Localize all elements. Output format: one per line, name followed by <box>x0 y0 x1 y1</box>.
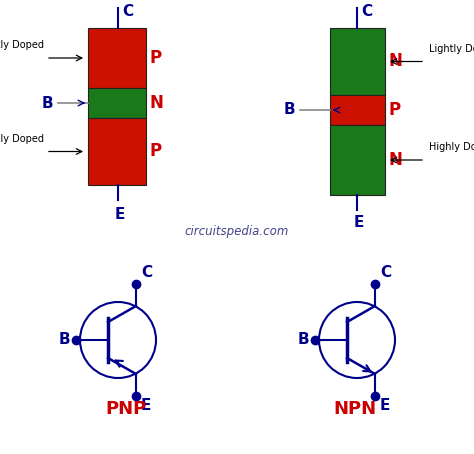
Text: E: E <box>115 207 125 222</box>
Text: Lightly Doped: Lightly Doped <box>429 44 474 54</box>
Bar <box>330 95 385 125</box>
Text: Highly Doped: Highly Doped <box>429 142 474 152</box>
Text: N: N <box>150 94 164 112</box>
Bar <box>88 28 146 88</box>
Text: C: C <box>122 4 133 19</box>
Text: E: E <box>354 215 364 230</box>
Text: E: E <box>380 398 391 413</box>
Text: C: C <box>380 265 391 280</box>
Text: B: B <box>58 332 70 347</box>
Text: Highly Doped: Highly Doped <box>0 133 44 143</box>
Bar <box>330 125 385 195</box>
Text: N: N <box>389 151 403 169</box>
Text: B: B <box>297 332 309 347</box>
Text: NPN: NPN <box>333 400 376 418</box>
Text: P: P <box>150 49 162 67</box>
Text: E: E <box>141 398 151 413</box>
Text: B: B <box>41 95 53 110</box>
Text: N: N <box>389 53 403 70</box>
Text: P: P <box>389 101 401 119</box>
Text: Lightly Doped: Lightly Doped <box>0 40 44 50</box>
Bar <box>88 88 146 118</box>
Bar <box>330 28 385 95</box>
Text: B: B <box>283 103 295 118</box>
Text: C: C <box>141 265 152 280</box>
Bar <box>88 118 146 185</box>
Text: P: P <box>150 143 162 161</box>
Text: PNP: PNP <box>105 400 146 418</box>
Text: C: C <box>361 4 372 19</box>
Text: circuitspedia.com: circuitspedia.com <box>185 226 289 238</box>
